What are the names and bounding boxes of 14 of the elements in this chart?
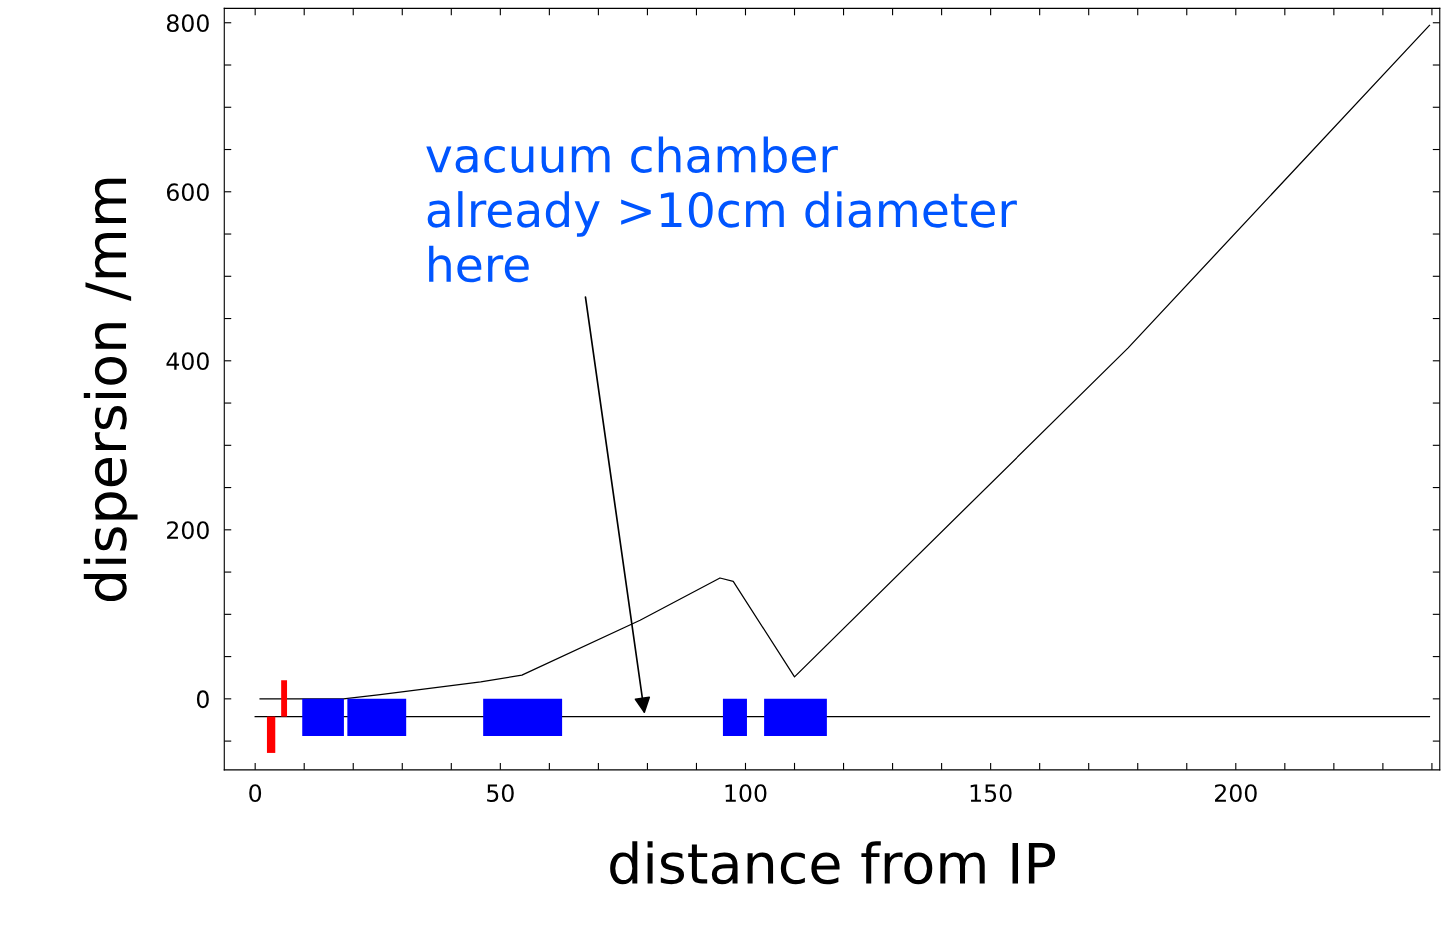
y-tick-label: 400 — [166, 352, 209, 371]
x-axis-title: distance from IP — [610, 841, 1056, 885]
x-tick-label: 100 — [725, 784, 767, 802]
x-tick-label: 0 — [249, 784, 262, 802]
y-tick-label: 600 — [166, 183, 209, 202]
x-tick-label: 50 — [487, 784, 514, 802]
y-tick-label: 0 — [196, 690, 209, 709]
line-series — [259, 24, 1431, 700]
annotation: vacuum chamber already >10cm diameter here — [426, 136, 1017, 283]
y-tick-label: 200 — [167, 521, 209, 540]
x-tick-label: 200 — [1214, 784, 1257, 802]
y-tick-label: 800 — [166, 14, 209, 33]
x-tick-label: 150 — [970, 784, 1012, 802]
y-axis-title: dispersion /mm — [83, 178, 138, 602]
